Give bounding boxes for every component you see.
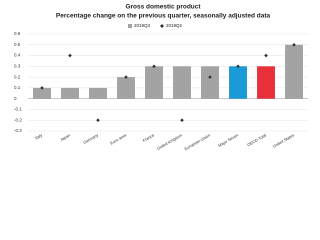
bar — [89, 87, 107, 99]
x-tick-label: France — [142, 132, 156, 143]
bar — [61, 87, 79, 99]
legend-label: 2019Q2 — [166, 23, 183, 28]
bar — [33, 87, 51, 99]
bar — [201, 66, 219, 99]
marker — [264, 53, 268, 58]
marker — [40, 86, 44, 90]
y-tick-label: 0.2 — [14, 74, 21, 79]
y-tick-label: -0.1 — [14, 107, 22, 112]
x-tick-label: United States — [272, 132, 295, 148]
x-tick-label: Major Seven — [217, 132, 239, 148]
y-tick-label: -0.2 — [14, 117, 22, 122]
bar — [173, 66, 191, 99]
y-tick-label: 0.1 — [14, 85, 21, 90]
bar — [285, 44, 303, 99]
chart-title: Gross domestic product — [125, 4, 201, 11]
marker — [68, 53, 72, 58]
legend-marker — [128, 24, 132, 28]
legend-label: 2019Q3 — [134, 23, 151, 28]
chart: Gross domestic product Percentage change… — [14, 4, 308, 151]
x-tick-label: European Union — [183, 132, 211, 151]
bar — [117, 77, 135, 99]
marker — [124, 75, 128, 79]
y-tick-label: 0.5 — [14, 42, 21, 47]
y-tick-label: 0.3 — [14, 64, 21, 69]
y-tick-label: -0.3 — [14, 128, 22, 133]
x-tick-label: OECD Total — [246, 132, 267, 147]
bar — [145, 66, 163, 99]
marker — [292, 42, 296, 47]
x-tick-label: United Kingdom — [156, 132, 184, 151]
marker — [236, 64, 240, 69]
y-tick-label: 0 — [14, 96, 17, 101]
marker — [152, 64, 156, 69]
x-tick-label: Italy — [34, 132, 43, 140]
bar — [229, 66, 247, 99]
y-tick-label: 0.6 — [14, 31, 21, 36]
marker — [208, 75, 212, 79]
x-tick-label: Germany — [82, 132, 99, 145]
chart-subtitle: Percentage change on the previous quarte… — [56, 13, 271, 20]
y-tick-label: 0.4 — [14, 53, 21, 58]
marker — [96, 118, 100, 123]
bar — [257, 66, 275, 99]
legend-marker — [160, 24, 164, 28]
x-tick-label: Japan — [59, 132, 71, 142]
x-tick-label: Euro area — [109, 132, 127, 146]
marker — [180, 118, 184, 123]
